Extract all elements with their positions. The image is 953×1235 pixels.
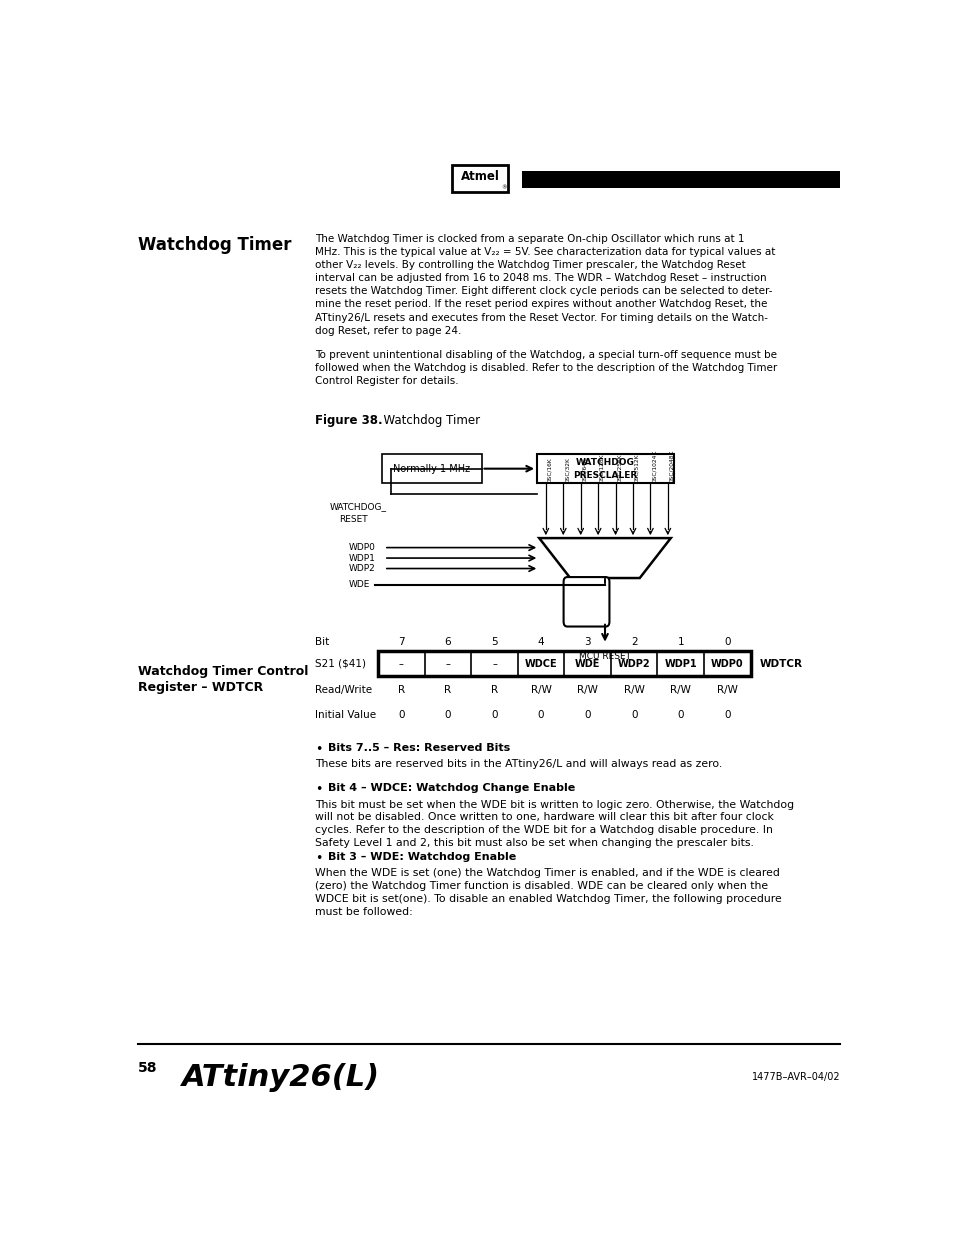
- Text: 0: 0: [723, 710, 730, 720]
- Text: Read/Write: Read/Write: [314, 685, 372, 695]
- Text: will not be disabled. Once written to one, hardware will clear this bit after fo: will not be disabled. Once written to on…: [314, 813, 773, 823]
- Text: Bit 3 – WDE: Watchdog Enable: Bit 3 – WDE: Watchdog Enable: [328, 852, 517, 862]
- Text: Watchdog Timer: Watchdog Timer: [375, 415, 479, 427]
- Bar: [377, 651, 750, 676]
- Text: R: R: [491, 685, 497, 695]
- Text: WDP1: WDP1: [664, 658, 697, 668]
- Text: S21 ($41): S21 ($41): [314, 658, 366, 668]
- Text: WDP0: WDP0: [348, 543, 375, 552]
- Polygon shape: [538, 538, 670, 578]
- Text: 0: 0: [537, 710, 544, 720]
- Text: Register – WDTCR: Register – WDTCR: [137, 680, 263, 694]
- FancyBboxPatch shape: [452, 165, 508, 191]
- Text: –: –: [445, 658, 450, 668]
- Text: WDP0: WDP0: [710, 658, 743, 668]
- Text: Watchdog Timer Control: Watchdog Timer Control: [137, 664, 308, 678]
- Text: 2: 2: [630, 637, 637, 647]
- Text: WATCHDOG: WATCHDOG: [576, 457, 634, 467]
- Text: other V₂₂ levels. By controlling the Watchdog Timer prescaler, the Watchdog Rese: other V₂₂ levels. By controlling the Wat…: [314, 261, 745, 270]
- Text: cycles. Refer to the description of the WDE bit for a Watchdog disable procedure: cycles. Refer to the description of the …: [314, 825, 772, 835]
- Text: ATtiny26(L): ATtiny26(L): [182, 1063, 380, 1092]
- Text: WDCE: WDCE: [524, 658, 557, 668]
- Text: OSC/512K: OSC/512K: [634, 453, 639, 483]
- Text: ®: ®: [501, 185, 507, 190]
- Text: dog Reset, refer to page 24.: dog Reset, refer to page 24.: [314, 326, 461, 336]
- Text: OSC/256K: OSC/256K: [617, 453, 621, 483]
- Text: Bit: Bit: [314, 637, 329, 647]
- Text: R/W: R/W: [716, 685, 737, 695]
- Text: OSC/64K: OSC/64K: [581, 457, 587, 483]
- Text: R/W: R/W: [577, 685, 598, 695]
- Text: 0: 0: [723, 637, 730, 647]
- Text: 7: 7: [397, 637, 404, 647]
- Text: OSC/32K: OSC/32K: [564, 457, 569, 483]
- Text: WDP1: WDP1: [348, 553, 375, 563]
- Text: 0: 0: [444, 710, 451, 720]
- Text: WDE: WDE: [575, 658, 599, 668]
- Text: WDP2: WDP2: [348, 564, 375, 573]
- Text: –: –: [398, 658, 403, 668]
- Text: R/W: R/W: [670, 685, 691, 695]
- Text: 58: 58: [137, 1061, 157, 1076]
- Text: 3: 3: [583, 637, 590, 647]
- Text: Initial Value: Initial Value: [314, 710, 375, 720]
- Text: Figure 38.: Figure 38.: [314, 415, 382, 427]
- Text: Atmel: Atmel: [460, 170, 499, 183]
- Text: resets the Watchdog Timer. Eight different clock cycle periods can be selected t: resets the Watchdog Timer. Eight differe…: [314, 287, 772, 296]
- Text: WDTCR: WDTCR: [759, 658, 801, 668]
- Text: followed when the Watchdog is disabled. Refer to the description of the Watchdog: followed when the Watchdog is disabled. …: [314, 363, 777, 373]
- Text: OSC/1024K: OSC/1024K: [651, 450, 657, 483]
- Text: must be followed:: must be followed:: [314, 906, 413, 916]
- Text: •: •: [314, 852, 322, 864]
- FancyBboxPatch shape: [563, 577, 609, 626]
- Text: R: R: [397, 685, 404, 695]
- Text: RESET: RESET: [338, 515, 367, 525]
- Text: OSC/128K: OSC/128K: [599, 453, 604, 483]
- Text: 0: 0: [630, 710, 637, 720]
- Text: Bits 7..5 – Res: Reserved Bits: Bits 7..5 – Res: Reserved Bits: [328, 742, 510, 752]
- Text: •: •: [314, 783, 322, 797]
- Text: mine the reset period. If the reset period expires without another Watchdog Rese: mine the reset period. If the reset peri…: [314, 299, 767, 310]
- Text: The Watchdog Timer is clocked from a separate On-chip Oscillator which runs at 1: The Watchdog Timer is clocked from a sep…: [314, 233, 744, 243]
- Text: Control Register for details.: Control Register for details.: [314, 377, 458, 387]
- Text: This bit must be set when the WDE bit is written to logic zero. Otherwise, the W: This bit must be set when the WDE bit is…: [314, 799, 794, 810]
- Text: –: –: [492, 658, 497, 668]
- Text: MCU RESET: MCU RESET: [578, 652, 630, 661]
- Text: To prevent unintentional disabling of the Watchdog, a special turn-off sequence : To prevent unintentional disabling of th…: [314, 351, 777, 361]
- Text: Normally 1 MHz: Normally 1 MHz: [393, 463, 470, 474]
- Text: (zero) the Watchdog Timer function is disabled. WDE can be cleared only when the: (zero) the Watchdog Timer function is di…: [314, 881, 767, 890]
- Text: ATtiny26/L resets and executes from the Reset Vector. For timing details on the : ATtiny26/L resets and executes from the …: [314, 312, 767, 322]
- Text: 0: 0: [397, 710, 404, 720]
- Text: 5: 5: [491, 637, 497, 647]
- Text: 1: 1: [677, 637, 683, 647]
- Text: Safety Level 1 and 2, this bit must also be set when changing the prescaler bits: Safety Level 1 and 2, this bit must also…: [314, 839, 753, 848]
- Bar: [521, 170, 840, 188]
- Text: OSC/16K: OSC/16K: [547, 457, 552, 483]
- Text: WDP2: WDP2: [618, 658, 650, 668]
- Text: Watchdog Timer: Watchdog Timer: [137, 236, 291, 253]
- Text: interval can be adjusted from 16 to 2048 ms. The WDR – Watchdog Reset – instruct: interval can be adjusted from 16 to 2048…: [314, 273, 766, 283]
- Bar: [537, 454, 673, 483]
- Text: When the WDE is set (one) the Watchdog Timer is enabled, and if the WDE is clear: When the WDE is set (one) the Watchdog T…: [314, 868, 780, 878]
- Bar: [381, 454, 481, 483]
- Text: Bit 4 – WDCE: Watchdog Change Enable: Bit 4 – WDCE: Watchdog Change Enable: [328, 783, 575, 793]
- Text: 0: 0: [584, 710, 590, 720]
- Text: 1477B–AVR–04/02: 1477B–AVR–04/02: [751, 1072, 840, 1082]
- Text: WDE: WDE: [348, 580, 370, 589]
- Text: R: R: [444, 685, 451, 695]
- Text: These bits are reserved bits in the ATtiny26/L and will always read as zero.: These bits are reserved bits in the ATti…: [314, 758, 721, 768]
- Text: MHz. This is the typical value at V₂₂ = 5V. See characterization data for typica: MHz. This is the typical value at V₂₂ = …: [314, 247, 775, 257]
- Text: R/W: R/W: [530, 685, 551, 695]
- Text: 6: 6: [444, 637, 451, 647]
- Text: 4: 4: [537, 637, 544, 647]
- Text: 0: 0: [491, 710, 497, 720]
- Text: 0: 0: [677, 710, 683, 720]
- Text: WATCHDOG_: WATCHDOG_: [330, 501, 387, 511]
- Text: •: •: [314, 742, 322, 756]
- Text: OSC/2048K: OSC/2048K: [669, 450, 674, 483]
- Text: PRESCLALER: PRESCLALER: [573, 471, 637, 480]
- Text: R/W: R/W: [623, 685, 644, 695]
- Text: WDCE bit is set(one). To disable an enabled Watchdog Timer, the following proced: WDCE bit is set(one). To disable an enab…: [314, 894, 781, 904]
